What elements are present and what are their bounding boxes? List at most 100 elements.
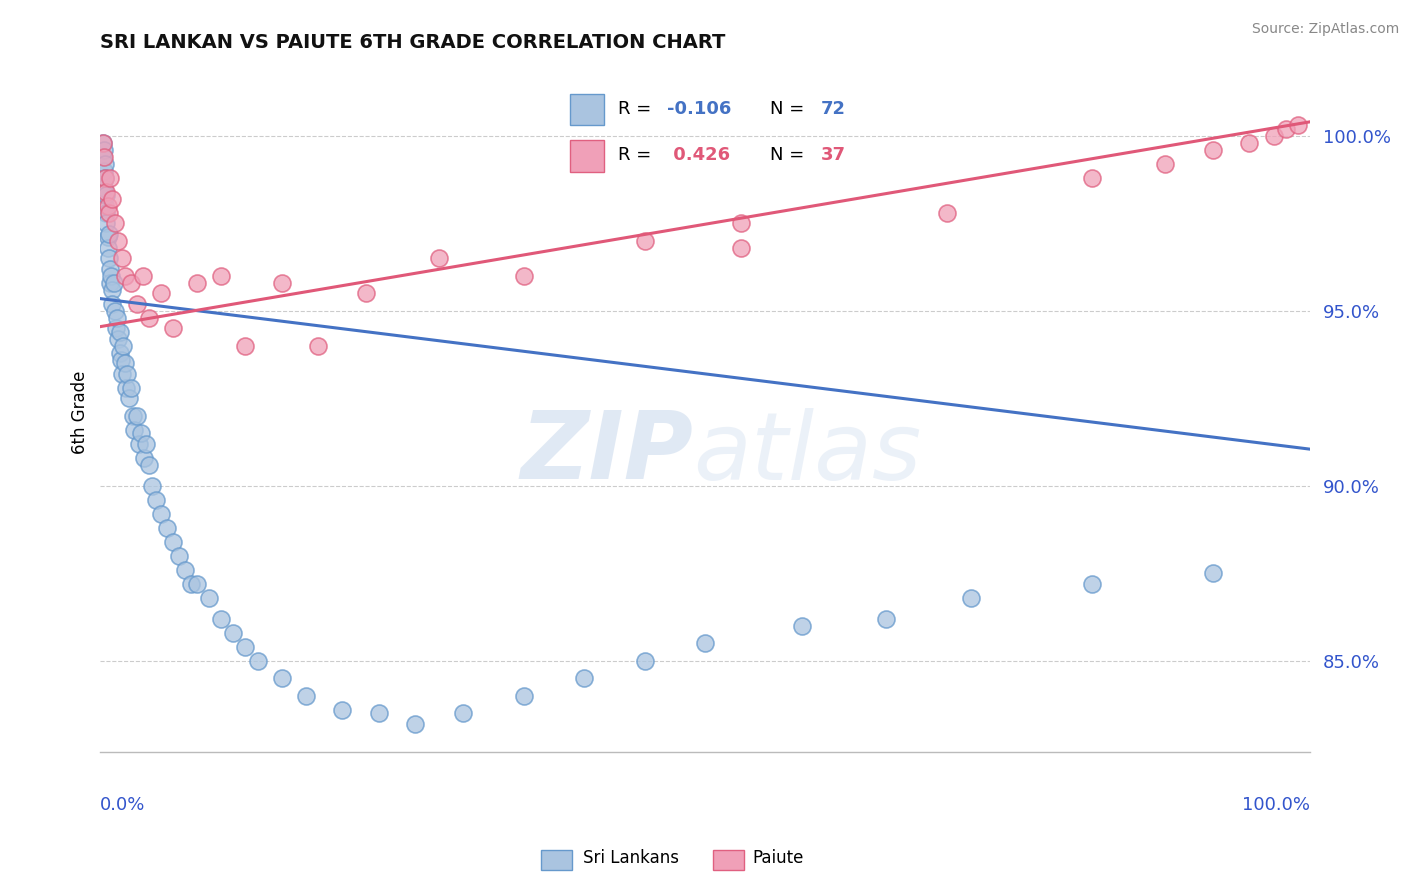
Point (141, 479, 163, 493)
Point (138, 310, 160, 325)
Y-axis label: 6th Grade: 6th Grade (72, 371, 89, 454)
Point (101, 297, 124, 311)
Point (367, 706, 389, 721)
Point (235, 339, 257, 353)
Text: ZIP: ZIP (520, 407, 693, 500)
Point (131, 426, 153, 441)
Point (97, 252, 120, 266)
Point (1202, 566, 1225, 581)
Point (209, 268, 232, 283)
Text: Paiute: Paiute (752, 849, 804, 867)
Point (94, 170, 117, 185)
Point (1274, 121, 1296, 136)
Point (105, 310, 128, 325)
Point (246, 654, 269, 668)
Point (122, 409, 145, 423)
Point (91, 150, 114, 164)
Point (427, 252, 450, 266)
Point (125, 409, 148, 423)
Point (98, 170, 121, 185)
Point (512, 689, 534, 703)
Point (114, 268, 136, 283)
Point (693, 636, 716, 650)
Point (330, 703, 353, 717)
Point (295, 689, 318, 703)
Point (96, 216, 118, 230)
Point (96, 188, 118, 202)
Point (167, 549, 190, 563)
Point (93, 150, 115, 164)
Text: 100.0%: 100.0% (1241, 796, 1310, 814)
Point (120, 381, 142, 395)
Point (198, 591, 221, 605)
Text: atlas: atlas (693, 408, 921, 499)
Point (186, 577, 208, 591)
Point (512, 268, 534, 283)
Point (307, 339, 329, 353)
Point (149, 286, 172, 301)
Point (107, 332, 129, 346)
Point (235, 640, 257, 654)
Point (633, 654, 655, 668)
Point (97, 227, 120, 241)
Point (128, 437, 150, 451)
Point (790, 619, 813, 633)
Point (633, 234, 655, 248)
Point (131, 268, 153, 283)
Point (114, 356, 136, 370)
Point (118, 392, 141, 406)
Point (356, 286, 378, 301)
Point (101, 192, 124, 206)
Point (156, 521, 179, 535)
Point (108, 346, 131, 360)
Point (98, 276, 121, 290)
Point (94, 199, 117, 213)
Point (105, 321, 128, 335)
Point (125, 297, 148, 311)
Point (1081, 577, 1104, 591)
Point (730, 241, 752, 255)
Point (110, 352, 132, 367)
Point (135, 437, 157, 451)
Point (149, 507, 172, 521)
Point (174, 563, 197, 577)
Point (104, 216, 127, 230)
Point (115, 367, 138, 381)
Point (222, 626, 245, 640)
Point (120, 276, 142, 290)
Point (97, 230, 120, 244)
Text: 0.0%: 0.0% (100, 796, 146, 814)
Point (114, 381, 136, 395)
Point (162, 321, 184, 335)
Point (1239, 136, 1261, 150)
Point (103, 276, 125, 290)
Point (112, 339, 135, 353)
Point (96, 185, 118, 199)
Point (94, 170, 117, 185)
Point (97, 206, 120, 220)
Text: Source: ZipAtlas.com: Source: ZipAtlas.com (1251, 22, 1399, 37)
Point (101, 283, 124, 297)
Point (91, 136, 114, 150)
Point (91, 136, 114, 150)
Point (97, 241, 120, 255)
Point (209, 612, 232, 626)
Point (96, 206, 118, 220)
Point (936, 206, 959, 220)
Point (100, 268, 122, 283)
Point (98, 261, 121, 276)
Point (730, 216, 752, 230)
Point (122, 423, 145, 437)
Point (97, 199, 120, 213)
Point (1263, 128, 1285, 143)
Point (104, 304, 127, 318)
Point (145, 492, 167, 507)
Point (107, 234, 129, 248)
Text: SRI LANKAN VS PAIUTE 6TH GRADE CORRELATION CHART: SRI LANKAN VS PAIUTE 6TH GRADE CORRELATI… (100, 33, 725, 52)
Point (180, 577, 202, 591)
Point (1081, 170, 1104, 185)
Point (404, 717, 426, 731)
Point (1202, 143, 1225, 157)
Point (93, 164, 115, 178)
Point (451, 706, 474, 721)
